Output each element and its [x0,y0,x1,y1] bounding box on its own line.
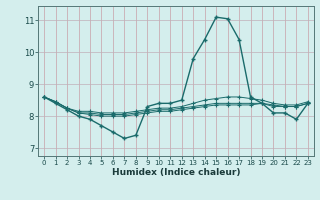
X-axis label: Humidex (Indice chaleur): Humidex (Indice chaleur) [112,168,240,177]
